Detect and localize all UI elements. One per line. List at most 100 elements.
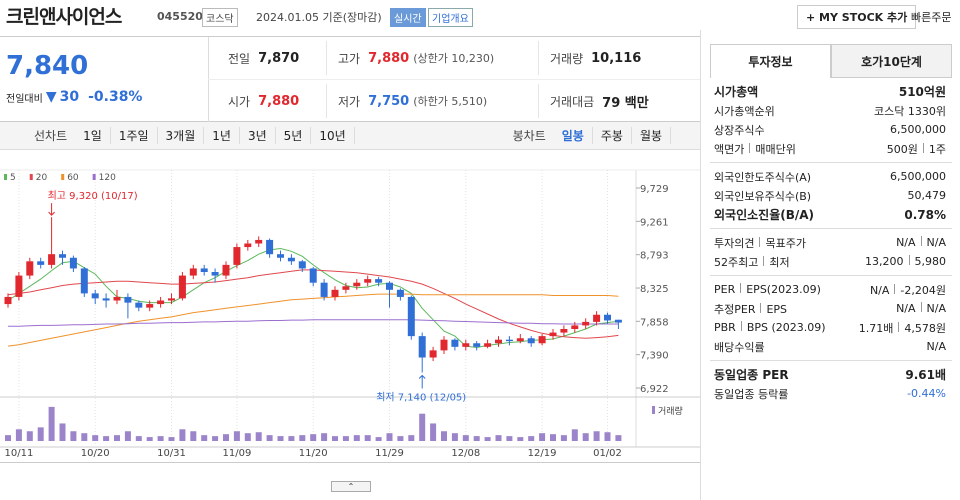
- quote-cell: 거래대금 79 백만: [550, 80, 649, 122]
- label-part: 52주최고: [714, 255, 759, 269]
- volume-bar: [212, 436, 219, 441]
- ma-line: [7, 247, 619, 349]
- label-part: 액면가: [714, 142, 745, 156]
- mystock-button[interactable]: + MY STOCK 추가: [797, 5, 917, 29]
- period-button[interactable]: 1주일: [111, 127, 158, 144]
- volume-bar: [81, 433, 88, 441]
- candle-body: [48, 254, 56, 265]
- label-part: 상장주식수: [714, 123, 765, 137]
- cell-sub: (하한가 5,510): [413, 95, 488, 108]
- cell-value: 7,880: [258, 93, 300, 109]
- overview-button[interactable]: 기업개요: [428, 8, 473, 27]
- volume-bar: [201, 435, 208, 441]
- info-label: 외국인소진율(B/A): [714, 206, 814, 223]
- period-button[interactable]: 3년: [240, 127, 276, 144]
- scroll-handle[interactable]: ⌃: [331, 481, 371, 492]
- volume-bar: [266, 435, 273, 441]
- label-part: 시가총액순위: [714, 104, 775, 118]
- label-part: EPS: [755, 303, 787, 316]
- quick-order[interactable]: 빠른주문: [911, 11, 952, 24]
- label-part: 동일업종 PER: [714, 368, 789, 382]
- period-button[interactable]: 1일: [75, 127, 111, 144]
- x-tick-label: 11/09: [222, 448, 251, 459]
- volume-bar: [114, 435, 120, 441]
- info-label: 외국인한도주식수(A): [714, 169, 811, 185]
- candle-body: [298, 261, 306, 269]
- info-row: 52주최고 최저 13,200 5,980: [714, 252, 946, 271]
- divider: [700, 30, 701, 500]
- candle-body: [124, 296, 132, 303]
- candle-body: [37, 261, 45, 265]
- info-value: N/A: [927, 340, 946, 353]
- candle-body: [505, 339, 513, 342]
- change-pct: -0.38%: [88, 89, 143, 105]
- volume-bar: [528, 436, 535, 441]
- candle-body: [200, 268, 208, 273]
- value-part: 510억원: [898, 85, 946, 99]
- volume-bar: [277, 436, 284, 441]
- x-tick-label: 10/31: [157, 448, 186, 459]
- info-label: 동일업종 등락률: [714, 386, 788, 402]
- candle-body: [233, 247, 241, 265]
- label-part: 외국인한도주식수(A): [714, 170, 812, 184]
- info-value: 6,500,000: [890, 123, 946, 136]
- label-part: PBR: [714, 321, 736, 334]
- volume-bar: [517, 437, 524, 441]
- x-tick-label: 01/02: [593, 448, 622, 459]
- date: 2024.01.05 기준(장마감): [256, 11, 382, 24]
- high-arrow: [48, 203, 55, 216]
- toolbar-label: 봉차트: [512, 129, 546, 143]
- candle-body: [244, 243, 252, 248]
- label-part: BPS (2023.09): [736, 321, 826, 334]
- info-value: 6,500,000: [890, 170, 946, 183]
- volume-bar: [146, 437, 153, 441]
- volume-bar: [615, 435, 622, 441]
- candle-button[interactable]: 주봉: [593, 127, 632, 144]
- volume-bar: [255, 432, 262, 441]
- info-value: N/A -2,204원: [870, 282, 946, 298]
- low-annotation: 최저 7,140 (12/05): [376, 391, 466, 403]
- y-tick-label: 7,390: [640, 351, 669, 362]
- value-part: 코스닥 1330위: [874, 104, 946, 118]
- period-button[interactable]: 10년: [311, 127, 355, 144]
- realtime-badge[interactable]: 실시간: [390, 8, 426, 27]
- period-button[interactable]: 1년: [204, 127, 240, 144]
- candle-body: [473, 343, 481, 347]
- label-part: 배당수익률: [714, 340, 765, 354]
- tab[interactable]: 투자정보: [710, 44, 831, 78]
- volume-bar: [92, 435, 99, 441]
- info-value: 510억원: [899, 83, 946, 100]
- change: 30: [59, 89, 80, 105]
- volume-bar: [59, 423, 66, 441]
- value-part: N/A: [926, 340, 946, 353]
- x-tick-label: 10/11: [4, 448, 33, 459]
- volume-bar: [375, 437, 382, 441]
- cell-value: 10,116: [591, 50, 642, 66]
- info-row: PER EPS(2023.09) N/A -2,204원: [714, 280, 946, 299]
- info-row: 시가총액 510억원: [714, 82, 946, 101]
- volume-bar: [48, 406, 55, 441]
- candle-body: [178, 275, 186, 299]
- value-part: -0.44%: [907, 387, 946, 400]
- period-button[interactable]: 5년: [276, 127, 312, 144]
- value-part: N/A: [896, 302, 916, 315]
- divider: [538, 84, 539, 118]
- info-label: 상장주식수: [714, 122, 765, 138]
- period-button[interactable]: 3개월: [158, 127, 205, 144]
- quote-cell: 전일 7,870: [228, 37, 299, 79]
- volume-bar: [288, 436, 295, 441]
- label-part: 외국인보유주식수(B): [714, 189, 812, 203]
- candle-body: [440, 339, 448, 351]
- candle-body: [277, 254, 284, 258]
- value-part: 4,578원: [893, 322, 946, 335]
- info-value: -0.44%: [907, 387, 946, 400]
- candle-button[interactable]: 일봉: [554, 127, 593, 144]
- label-part: 외국인소진율(B/A): [714, 208, 815, 222]
- info-value: 13,200 5,980: [865, 255, 946, 268]
- candle-body: [353, 282, 361, 287]
- candle-button[interactable]: 월봉: [632, 127, 672, 144]
- candle-body: [287, 257, 295, 262]
- candle-body: [484, 343, 492, 347]
- candle-body: [4, 296, 12, 305]
- tab[interactable]: 호가10단계: [831, 44, 952, 78]
